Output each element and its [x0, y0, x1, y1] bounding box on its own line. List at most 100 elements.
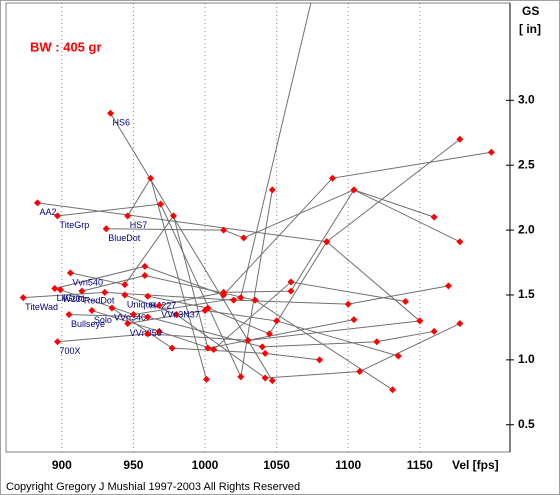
series-line — [60, 3, 312, 315]
point — [108, 304, 116, 312]
point — [265, 330, 273, 338]
point — [141, 272, 149, 280]
point — [107, 109, 115, 117]
series-label: Vvn540 — [72, 277, 103, 287]
point — [244, 336, 252, 344]
point — [141, 262, 149, 270]
x-tick-label: 1000 — [192, 458, 219, 472]
series-label: 700X — [60, 346, 81, 356]
point — [121, 281, 129, 289]
series-label: H4227 — [150, 301, 177, 311]
point — [202, 375, 210, 383]
series-line — [111, 307, 320, 361]
series-label: VVn3N37 — [161, 310, 200, 320]
point — [204, 344, 212, 352]
point — [78, 287, 86, 295]
point — [258, 343, 266, 351]
series-label: Bullseye — [71, 319, 105, 329]
point — [237, 373, 245, 381]
point — [287, 278, 295, 286]
point — [251, 296, 259, 304]
point — [356, 368, 364, 376]
series-line — [127, 310, 399, 357]
point — [172, 310, 180, 318]
series-line — [57, 320, 420, 343]
y-tick-label: 3.0 — [518, 92, 535, 106]
point — [147, 174, 155, 182]
point — [444, 282, 452, 290]
point — [124, 212, 132, 220]
point — [121, 291, 129, 299]
y-axis-unit: [ in] — [519, 22, 541, 36]
series-label: Solo — [94, 315, 112, 325]
point — [51, 284, 59, 292]
series-label: TiteGrp — [60, 220, 90, 230]
y-tick-label: 1.5 — [518, 287, 535, 301]
point — [487, 148, 495, 156]
series-label: HS7 — [130, 220, 148, 230]
point — [54, 212, 62, 220]
point — [129, 310, 137, 318]
series-label: LilGun — [57, 293, 83, 303]
point — [230, 296, 238, 304]
point — [430, 213, 438, 221]
x-tick-label: 1100 — [335, 458, 361, 472]
point — [268, 377, 276, 385]
point — [328, 174, 336, 182]
point — [373, 338, 381, 346]
y-axis-label: GS — [522, 4, 539, 18]
series-label: TiteWad — [25, 302, 58, 312]
point — [88, 307, 96, 315]
point — [144, 330, 152, 338]
point — [66, 269, 74, 277]
x-tick-label: 1050 — [263, 458, 290, 472]
series-line — [110, 113, 273, 381]
point — [344, 300, 352, 308]
point — [240, 234, 248, 242]
y-tick-label: 2.5 — [518, 157, 535, 171]
x-axis-label: Vel [fps] — [452, 458, 499, 472]
point — [124, 320, 132, 328]
point — [155, 301, 163, 309]
series-label: VVn340 — [114, 312, 146, 322]
point — [54, 338, 62, 346]
point — [261, 349, 269, 357]
point — [350, 186, 358, 194]
point — [456, 238, 464, 246]
point — [350, 316, 358, 324]
point — [65, 310, 73, 318]
x-tick-label: 950 — [123, 458, 143, 472]
series-line — [57, 189, 273, 379]
y-tick-label: 0.5 — [518, 417, 535, 431]
point — [144, 292, 152, 300]
series-label: Unique — [127, 299, 156, 309]
point — [394, 352, 402, 360]
series-label: RedDot — [84, 295, 115, 305]
series-label: W231 — [62, 294, 86, 304]
point — [261, 374, 269, 382]
point — [170, 212, 178, 220]
point — [168, 344, 176, 352]
point — [220, 226, 228, 234]
series-label: BlueDot — [108, 233, 141, 243]
y-tick-label: 1.0 — [518, 352, 535, 366]
point — [456, 320, 464, 328]
point — [287, 287, 295, 295]
point — [155, 327, 163, 335]
point — [101, 288, 109, 296]
series-line — [81, 275, 393, 391]
point — [157, 200, 165, 208]
point — [456, 135, 464, 143]
point — [273, 317, 281, 325]
x-tick-label: 1150 — [407, 458, 433, 472]
series-label: HS6 — [113, 118, 131, 128]
point — [210, 345, 218, 353]
grid: 900 950 1000 1050 1100 1150 0.5 1.0 1.5 2.0 2.5 3.0 — [52, 3, 535, 472]
footer: Copyright Gregory J Mushial 1997-2003 Al… — [6, 481, 300, 493]
point — [416, 317, 424, 325]
series-label: AA2 — [40, 207, 57, 217]
point — [323, 238, 331, 246]
